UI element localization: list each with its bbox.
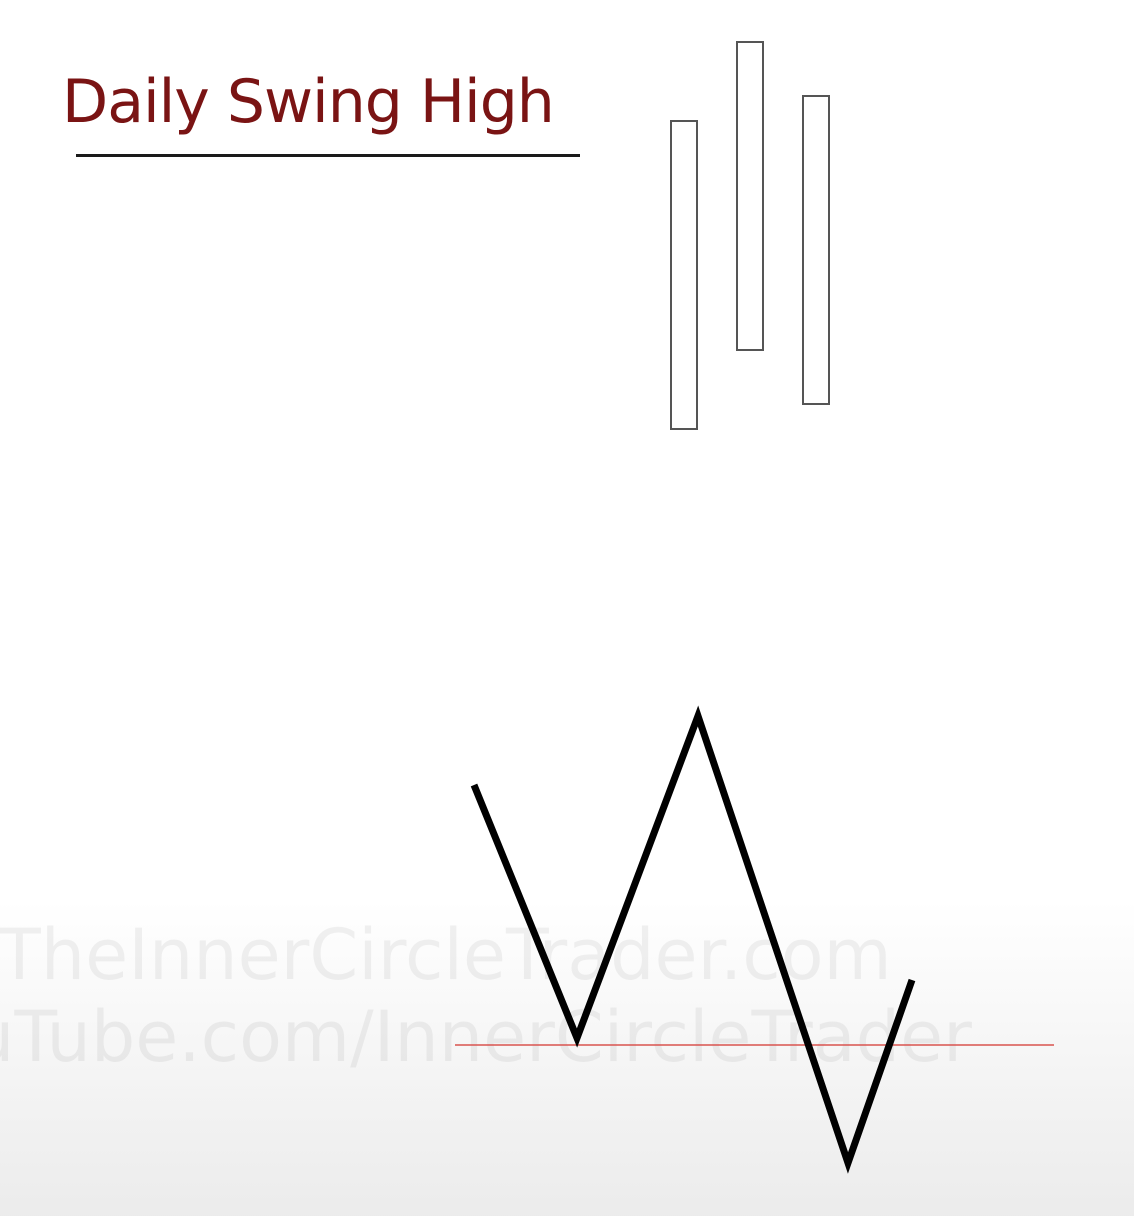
title-underline (76, 154, 580, 157)
price-bar-middle-high (736, 41, 764, 351)
price-bar-right (802, 95, 830, 405)
watermark-site: TheInnerCircleTrader.com (0, 914, 892, 996)
price-bar-left (670, 120, 698, 430)
price-zigzag-line (470, 705, 916, 1174)
slide-title: Daily Swing High (62, 67, 555, 137)
bottom-gradient (0, 900, 1134, 1216)
